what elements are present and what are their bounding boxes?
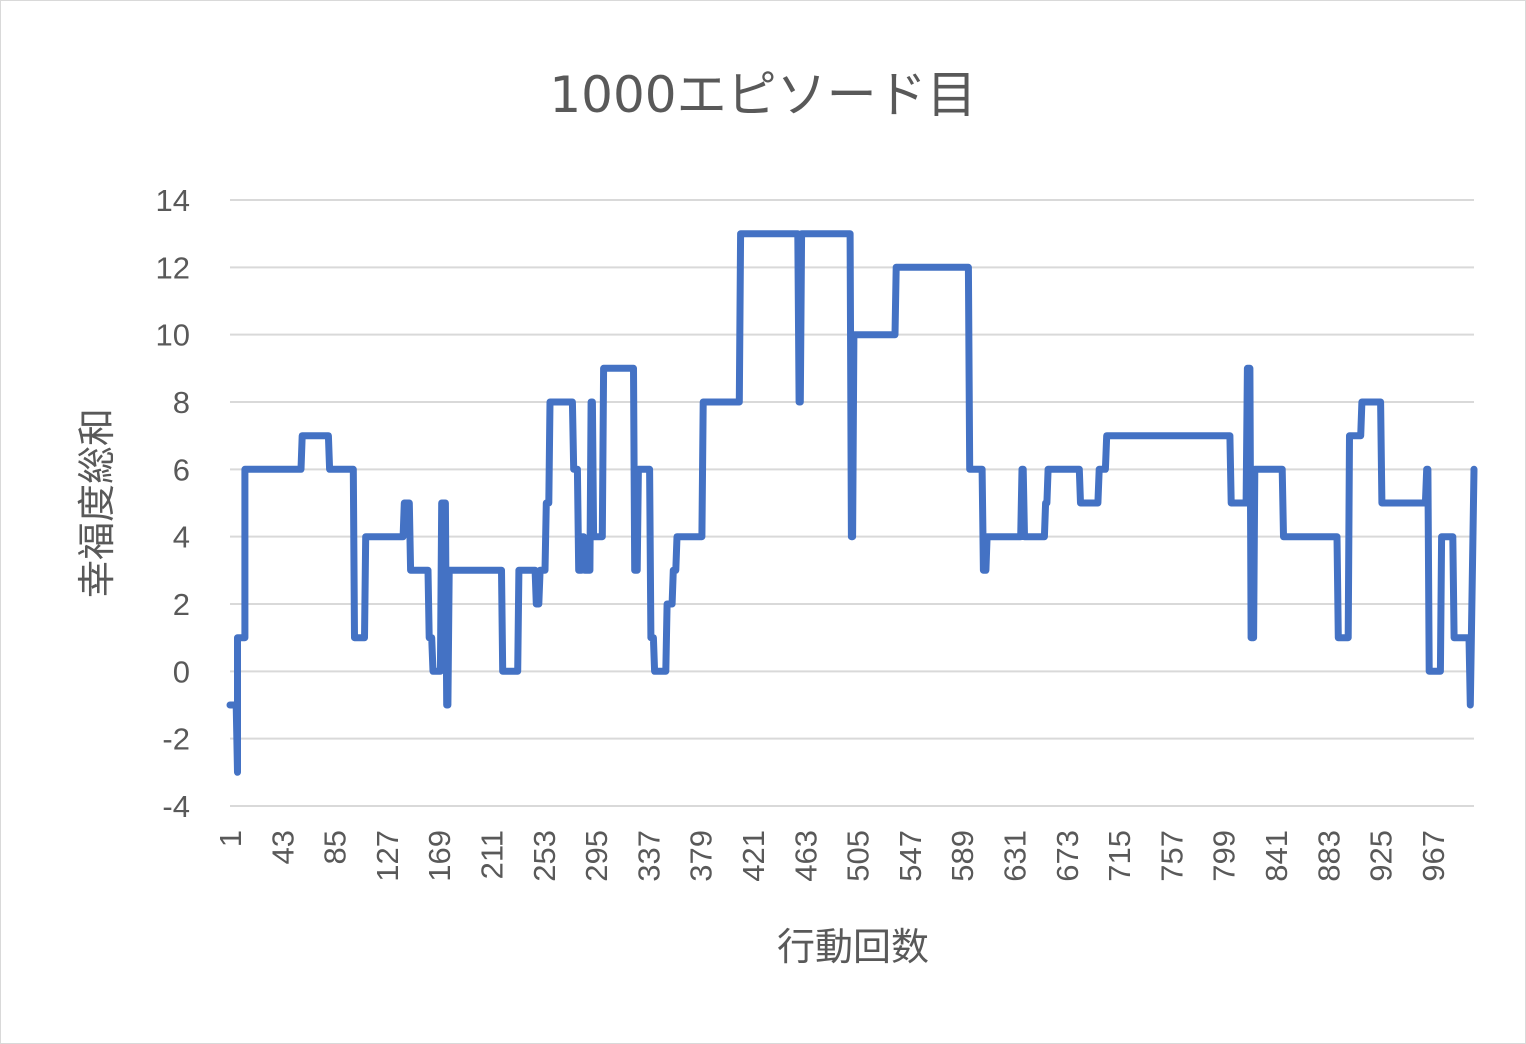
x-tick-label: 925 (1364, 830, 1399, 882)
x-tick-label: 757 (1154, 830, 1189, 882)
y-tick-label: 12 (156, 250, 190, 285)
x-tick-label: 127 (370, 830, 405, 882)
y-tick-label: 14 (156, 183, 190, 218)
y-axis-ticks: -4 -2 0 2 4 6 8 10 12 14 (156, 183, 190, 824)
x-tick-label: 295 (579, 830, 614, 882)
x-tick-label: 463 (788, 830, 823, 882)
chart-title: 1000エピソード目 (549, 66, 976, 124)
x-tick-label: 379 (684, 830, 719, 882)
x-tick-label: 631 (998, 830, 1033, 882)
x-tick-label: 1 (213, 830, 248, 847)
x-tick-label: 715 (1102, 830, 1137, 882)
y-tick-label: 10 (156, 318, 190, 353)
y-tick-label: 8 (173, 385, 190, 420)
x-tick-label: 211 (475, 830, 510, 879)
y-tick-label: 4 (173, 520, 190, 555)
y-tick-label: -4 (162, 789, 190, 824)
y-tick-label: 0 (173, 654, 190, 689)
x-axis-ticks: 1 43 85 127 169 211 253 295 337 379 421 463 505 547 58… (213, 830, 1451, 882)
y-axis-label: 幸福度総和 (75, 408, 119, 598)
x-tick-label: 589 (945, 830, 980, 882)
y-tick-label: -2 (162, 722, 190, 757)
x-tick-label: 421 (736, 830, 771, 882)
y-tick-label: 6 (173, 452, 190, 487)
x-tick-label: 799 (1207, 830, 1242, 882)
x-tick-label: 253 (527, 830, 562, 882)
x-tick-label: 337 (631, 830, 666, 882)
x-tick-label: 505 (841, 830, 876, 882)
y-tick-label: 2 (173, 587, 190, 622)
x-tick-label: 547 (893, 830, 928, 882)
x-tick-label: 85 (318, 830, 353, 864)
x-tick-label: 169 (422, 830, 457, 882)
x-tick-label: 841 (1259, 830, 1294, 882)
x-tick-label: 883 (1311, 830, 1346, 882)
x-tick-label: 43 (265, 830, 300, 864)
x-tick-label: 673 (1050, 830, 1085, 882)
x-axis-label: 行動回数 (777, 925, 929, 969)
series-line (226, 230, 1478, 776)
x-tick-label: 967 (1416, 830, 1451, 882)
series-layer (226, 230, 1478, 776)
